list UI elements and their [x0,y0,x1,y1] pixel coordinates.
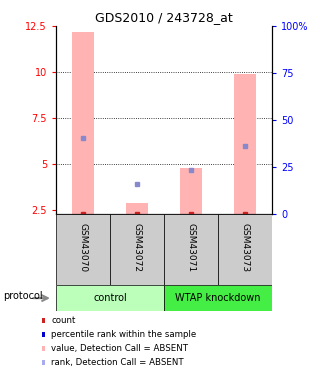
Text: GSM43072: GSM43072 [132,224,141,273]
Bar [56,214,110,285]
Bar [126,203,148,214]
Text: GSM43071: GSM43071 [187,224,196,273]
Text: GSM43073: GSM43073 [241,224,250,273]
Bar [234,74,256,214]
Title: GDS2010 / 243728_at: GDS2010 / 243728_at [95,11,233,24]
Text: percentile rank within the sample: percentile rank within the sample [51,330,196,339]
Text: value, Detection Call = ABSENT: value, Detection Call = ABSENT [51,344,188,353]
Text: WTAP knockdown: WTAP knockdown [175,293,261,303]
Text: protocol: protocol [3,291,43,301]
Text: GSM43070: GSM43070 [78,224,87,273]
Bar [56,285,164,311]
Text: rank, Detection Call = ABSENT: rank, Detection Call = ABSENT [51,358,184,367]
Bar [164,214,218,285]
Text: control: control [93,293,127,303]
Bar [180,168,202,214]
Bar [218,214,272,285]
Bar [164,285,272,311]
Bar [72,32,94,214]
Bar [110,214,164,285]
Text: count: count [51,316,76,325]
